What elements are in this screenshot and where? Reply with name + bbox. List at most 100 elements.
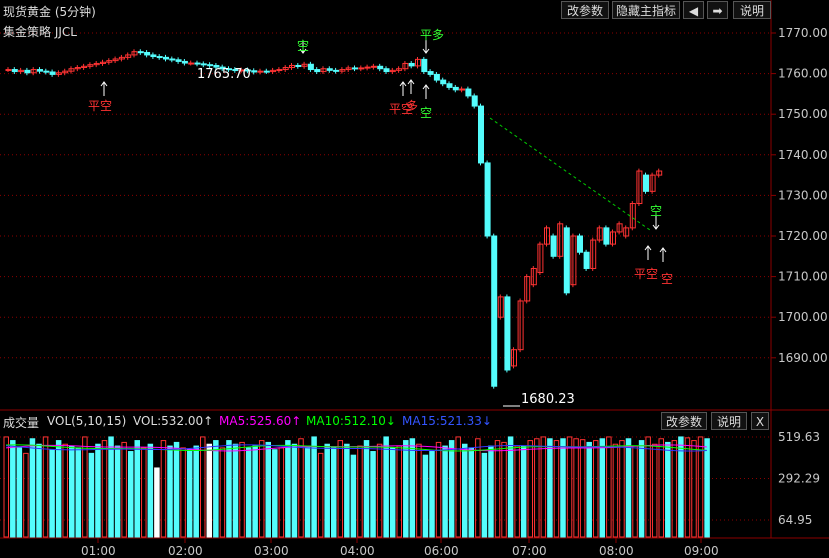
ma15-value: MA15:521.33↓ [402,414,492,428]
volume-bar [265,441,271,538]
volume-bar [579,439,586,538]
price-tick-label: 1720.00 [778,229,828,243]
candle-body [118,56,125,60]
volume-bar [69,445,75,538]
volume-bar [167,445,173,538]
vol-value: VOL:532.00↑ [133,414,214,428]
volume-bar [127,451,134,538]
volume-params-button[interactable]: 改参数 [661,412,707,430]
volume-bar [173,441,180,538]
price-tick-label: 1690.00 [778,351,828,365]
volume-bar [121,441,127,538]
volume-help-button[interactable]: 说明 [711,412,747,430]
candle-body [194,62,201,65]
scroll-left-button[interactable]: ◀ [683,1,704,19]
volume-bar [75,447,82,538]
candle-body [590,239,597,269]
candle-body [570,235,577,286]
volume-bar [665,441,671,538]
volume-bar [344,443,350,538]
volume-bar [317,452,324,538]
candle-body [320,68,327,73]
volume-bar [82,436,88,538]
volume-bar [272,449,278,538]
volume-bar [160,440,167,538]
candle-body [504,296,511,371]
price-tick-label: 1730.00 [778,188,828,202]
volume-bar [651,443,658,538]
candle-body [263,70,270,73]
candle-body [478,105,484,164]
candle-body [497,296,504,318]
volume-bar [311,436,317,538]
candle-body [616,223,623,233]
volume-bar [638,440,645,538]
help-button[interactable]: 说明 [733,1,771,19]
candle-body [55,72,62,75]
price-gridlines [0,32,771,359]
candle-body [452,86,459,91]
volume-bar [396,445,402,538]
params-button[interactable]: 改参数 [561,1,609,19]
volume-bar [304,445,311,538]
volume-bar [599,438,606,538]
volume-bar [547,438,553,538]
price-tick-label: 1750.00 [778,107,828,121]
signal-arrow-head [299,48,307,54]
volume-bar [357,445,363,538]
candle-body [610,231,616,245]
candle-body [517,300,524,351]
scroll-right-button[interactable]: ➡ [707,1,728,19]
volume-bar [213,440,219,538]
volume-bar [501,441,507,538]
candle-body [537,243,544,274]
candle-body [402,62,409,70]
signal-arrows [100,40,667,262]
price-tick-label: 1710.00 [778,270,828,284]
candle-body [181,60,188,64]
candle-body [649,174,656,192]
ma10-value: MA10:512.10↓ [306,414,396,428]
volume-bars [3,436,710,538]
candle-body [326,68,333,71]
candle-body [175,59,182,62]
candle-body [358,67,365,70]
candle-body [307,63,314,71]
candle-body [459,88,466,91]
candle-body [295,64,302,67]
candle-body [106,60,113,63]
candle-body [364,66,371,69]
candle-body [511,349,517,367]
volume-bar [494,440,501,538]
volume-bar [245,447,252,538]
hide-main-indicator-button[interactable]: 隐藏主指标 [612,1,680,19]
volume-close-button[interactable]: X [751,412,769,430]
candle-body [282,67,289,71]
signal-label: 平多 [420,28,445,42]
candle-body [207,64,214,67]
volume-axis: 519.63 292.29 64.95 [778,430,820,527]
volume-bar [442,445,448,538]
candle-body [131,51,138,56]
candle-body [156,56,163,59]
volume-bar [527,440,533,538]
candle-body [125,54,132,58]
volume-bar [520,445,527,538]
candle-body [93,62,100,66]
candle-body [81,65,88,69]
volume-bar [206,443,213,538]
candle-body [112,58,119,62]
candle-body [144,51,151,56]
volume-tick-label: 519.63 [778,430,820,444]
candle-body [232,69,239,72]
volume-tick-label: 292.29 [778,472,820,486]
volume-bar [678,436,684,538]
candle-body [68,68,75,72]
candle-body [163,56,169,60]
volume-bar [62,443,68,538]
candle-body [276,69,283,72]
signal-arrow-head [422,48,430,54]
volume-bar [684,437,691,538]
volume-bar [88,452,95,538]
